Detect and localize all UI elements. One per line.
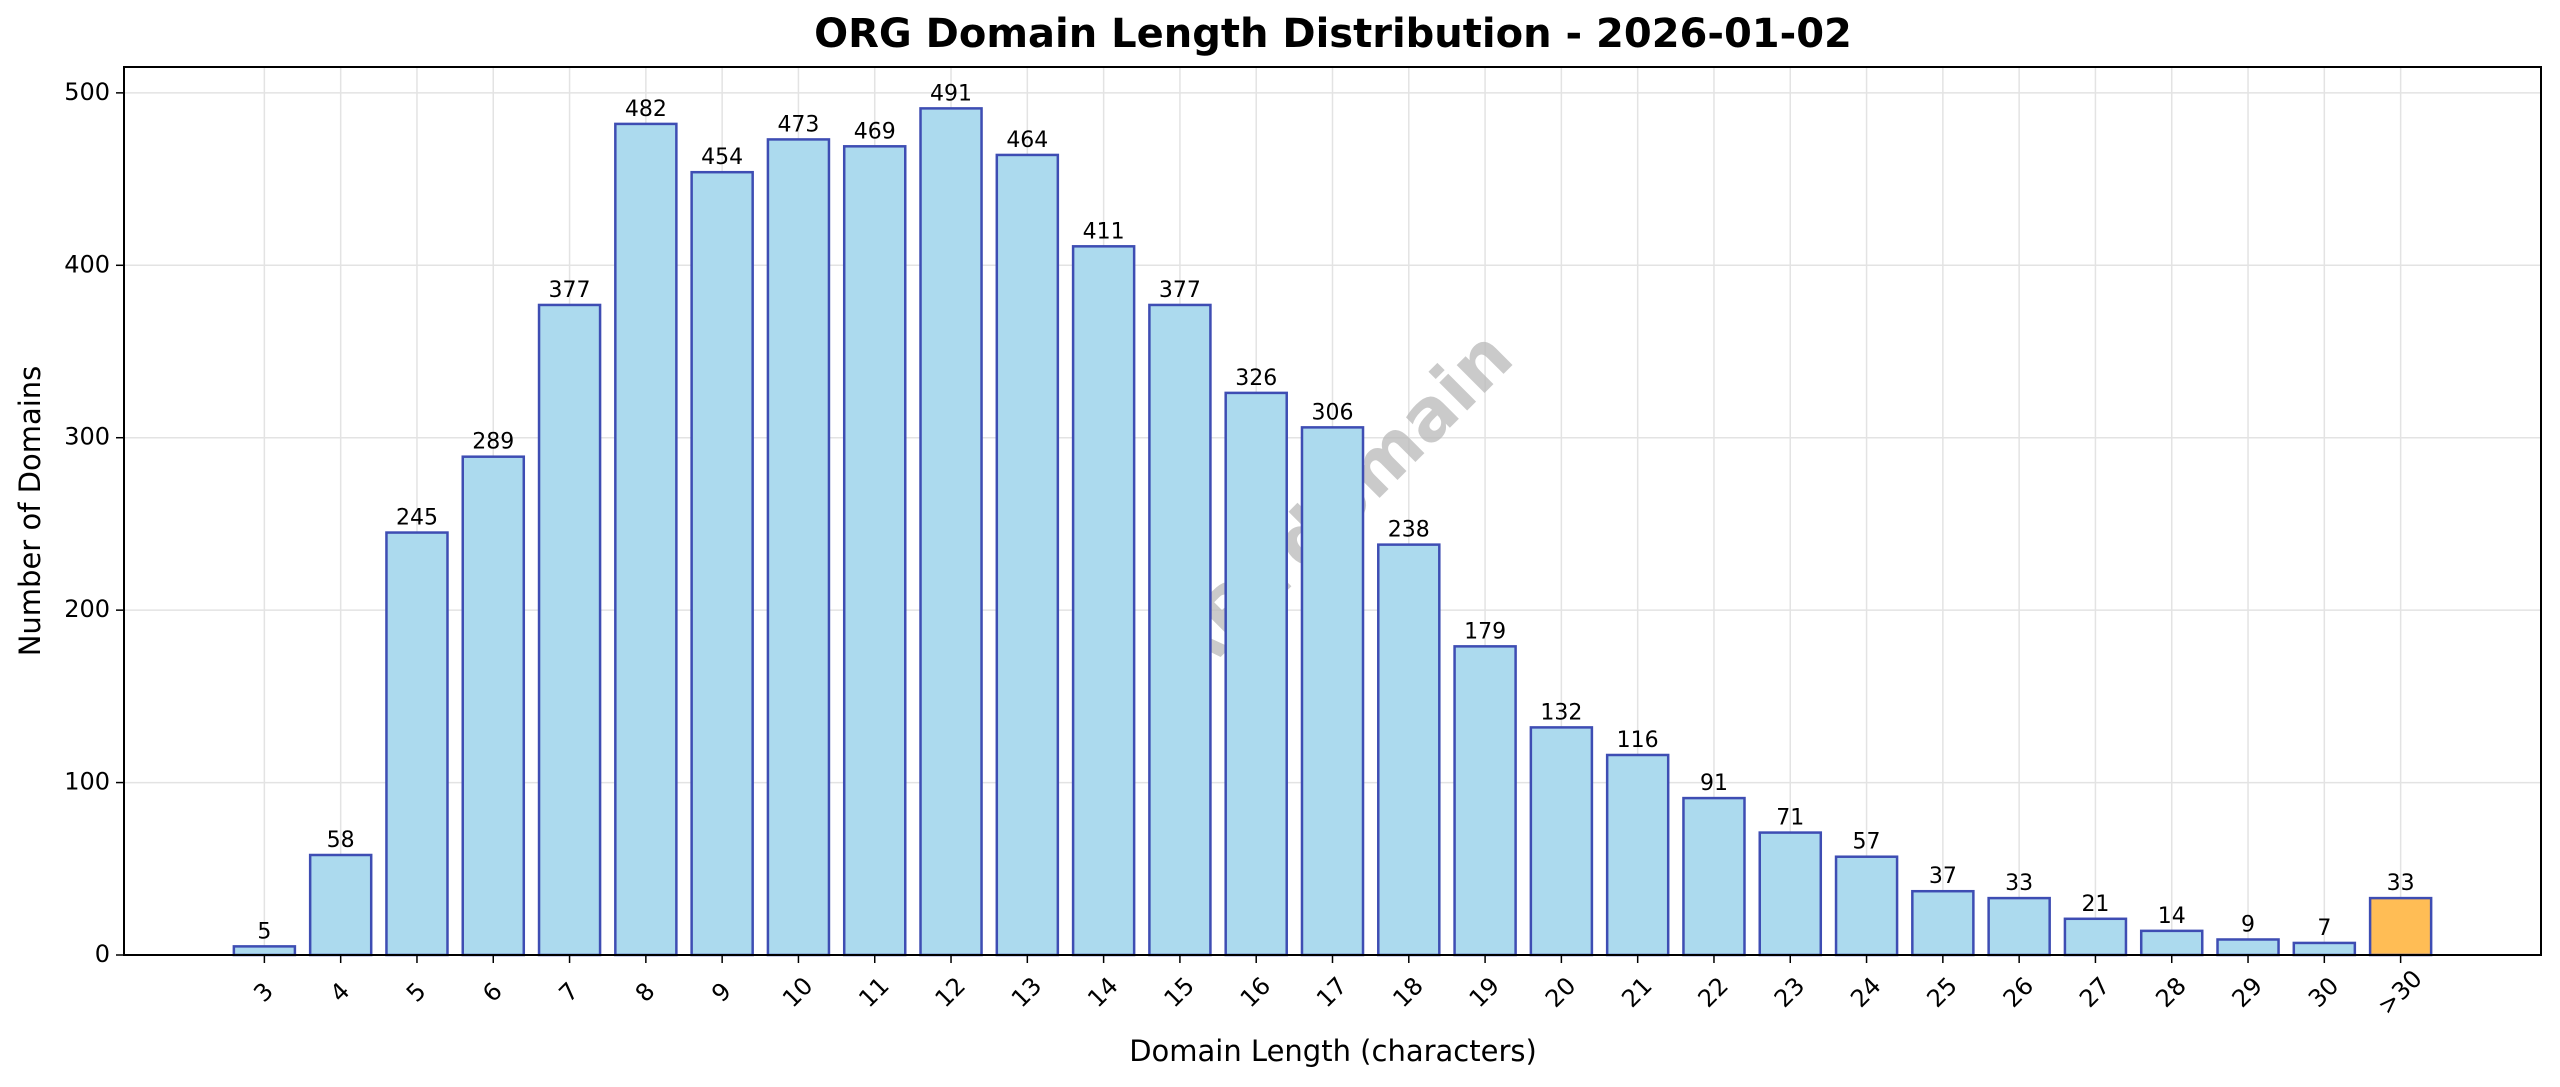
value-label: 377 [549, 278, 591, 303]
value-label: 21 [2081, 892, 2109, 917]
bar [1148, 303, 1212, 957]
bar [1605, 753, 1670, 957]
bar [614, 122, 678, 957]
bar [1453, 645, 1517, 957]
value-label: 37 [1929, 864, 1957, 889]
value-label: 377 [1159, 278, 1201, 303]
value-label: 116 [1617, 728, 1659, 753]
value-label: 326 [1235, 366, 1277, 391]
x-tick-label: 22 [1693, 972, 1734, 1013]
value-label: 7 [2317, 916, 2331, 941]
x-tick-label: 8 [630, 977, 661, 1008]
x-tick-label: 11 [853, 972, 894, 1013]
x-tick-label: 4 [325, 977, 356, 1008]
x-tick-label: 9 [706, 977, 737, 1008]
x-tick-label: 19 [1464, 972, 1505, 1013]
bar [1071, 245, 1136, 957]
bar [385, 531, 449, 957]
x-tick-label: 15 [1159, 972, 1200, 1013]
bar [2063, 917, 2128, 957]
value-label: 57 [1853, 830, 1881, 855]
bar [1377, 543, 1441, 957]
bar [1224, 391, 1288, 957]
x-axis-label: Domain Length (characters) [1129, 1034, 1537, 1068]
x-tick-label: 14 [1082, 972, 1123, 1013]
bar [1300, 426, 1365, 957]
x-tick-label: 27 [2074, 972, 2115, 1013]
x-tick-label: 7 [554, 977, 585, 1008]
y-tick-label: 400 [64, 250, 110, 278]
y-tick-label: 300 [64, 423, 110, 451]
x-tick-label: >30 [2372, 964, 2428, 1020]
bar [1834, 855, 1899, 957]
bar [2292, 941, 2357, 957]
bar [690, 170, 754, 957]
x-tick-label: 21 [1616, 972, 1657, 1013]
x-tick-label: 18 [1387, 972, 1428, 1013]
bar [995, 153, 1060, 957]
bar [919, 107, 983, 957]
x-tick-label: 3 [248, 977, 279, 1008]
value-label: 14 [2158, 904, 2186, 929]
value-label: 58 [327, 828, 355, 853]
value-label: 71 [1776, 806, 1804, 831]
x-tick-label: 17 [1311, 972, 1352, 1013]
y-tick-label: 500 [64, 78, 110, 106]
value-label: 491 [930, 81, 972, 106]
value-label: 306 [1312, 400, 1354, 425]
value-label: 33 [2387, 871, 2415, 896]
value-label: 33 [2005, 871, 2033, 896]
value-label: 179 [1464, 619, 1506, 644]
x-tick-label: 26 [1998, 972, 2039, 1013]
bar [1911, 889, 1975, 957]
x-tick-label: 16 [1235, 972, 1276, 1013]
y-tick-label: 200 [64, 595, 110, 623]
bar [232, 945, 297, 957]
bar [842, 145, 907, 957]
x-tick-label: 13 [1006, 972, 1047, 1013]
bar [537, 303, 602, 957]
x-tick-label: 25 [1921, 972, 1962, 1013]
value-label: 245 [396, 506, 438, 531]
value-label: 469 [854, 119, 896, 144]
x-tick-label: 30 [2303, 972, 2344, 1013]
x-tick-label: 28 [2150, 972, 2191, 1013]
value-label: 5 [257, 919, 271, 944]
value-label: 238 [1388, 518, 1430, 543]
value-label: 132 [1540, 700, 1582, 725]
x-tick-label: 23 [1769, 972, 1810, 1013]
value-label: 9 [2241, 912, 2255, 937]
bar [766, 138, 831, 957]
x-tick-label: 12 [930, 972, 971, 1013]
y-axis-label: Number of Domains [13, 366, 47, 657]
bar [2368, 896, 2433, 957]
bar [1682, 796, 1746, 957]
plot-frame [123, 66, 2542, 956]
bar [308, 853, 373, 957]
y-tick-label: 100 [64, 768, 110, 796]
value-label: 91 [1700, 771, 1728, 796]
y-tick-label: 0 [95, 940, 110, 968]
bar [2139, 929, 2204, 957]
chart-title: ORG Domain Length Distribution - 2026-01… [814, 11, 1852, 57]
bar [1758, 831, 1823, 957]
x-tick-label: 5 [401, 977, 432, 1008]
value-label: 473 [777, 112, 819, 137]
value-label: 411 [1083, 219, 1125, 244]
value-label: 482 [625, 97, 667, 122]
x-tick-label: 24 [1845, 972, 1886, 1013]
value-label: 454 [701, 145, 743, 170]
bar [2216, 938, 2280, 957]
bar [1529, 726, 1594, 957]
bar [461, 455, 526, 957]
x-tick-label: 10 [777, 972, 818, 1013]
x-tick-label: 20 [1540, 972, 1581, 1013]
value-label: 464 [1006, 128, 1048, 153]
x-tick-label: 6 [477, 977, 508, 1008]
bar [1987, 896, 2051, 957]
x-tick-label: 29 [2227, 972, 2268, 1013]
value-label: 289 [472, 430, 514, 455]
